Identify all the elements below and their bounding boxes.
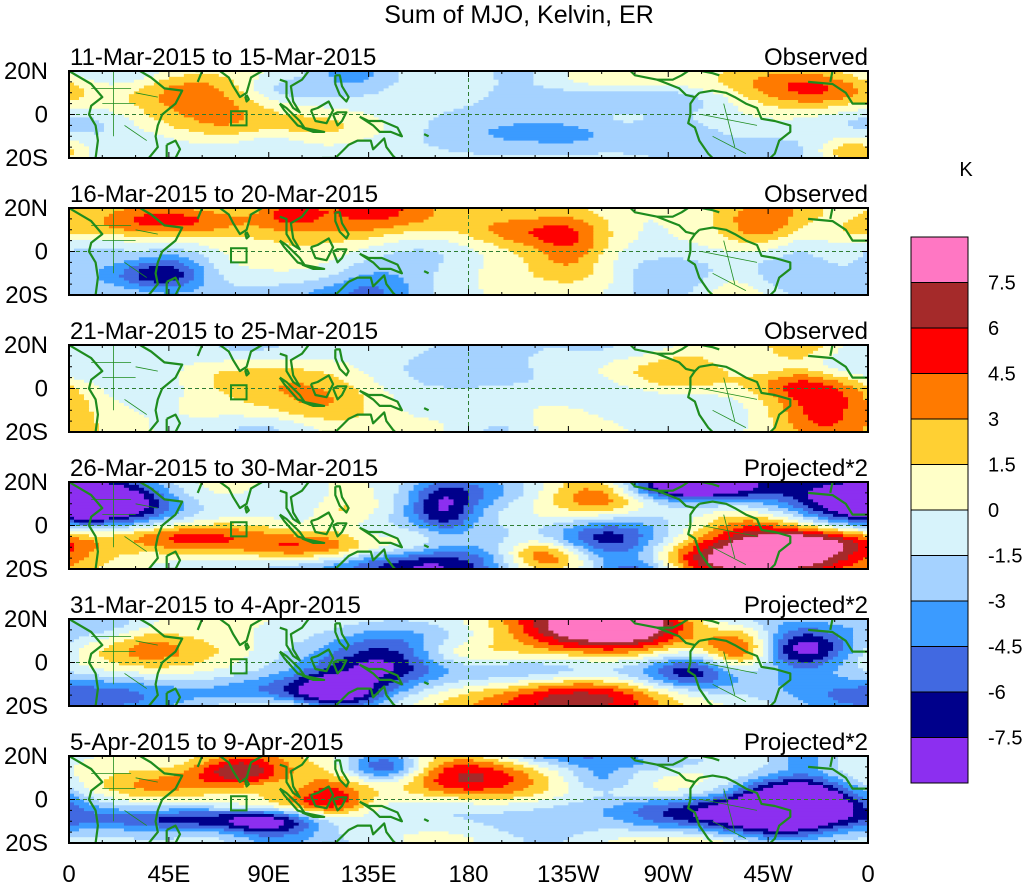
colorbar-label: 6: [988, 318, 999, 340]
x-axis: 0 45E 90E 135E 180 135W 90W 45W 0: [62, 861, 874, 888]
region-box: [230, 795, 248, 812]
region-box: [230, 658, 248, 675]
colorbar-label: 3: [988, 409, 999, 431]
y-tick-label: 20S: [5, 419, 48, 446]
panel-2: 20N 0 20S 16-Mar-2015 to 20-Mar-2015 Observe…: [4, 181, 869, 309]
y-tick-label: 20N: [4, 469, 48, 496]
panel-label: Observed: [764, 181, 868, 208]
chart-title: Sum of MJO, Kelvin, ER: [384, 1, 654, 29]
y-tick-label: 20N: [4, 58, 48, 85]
colorbar-label: -3: [988, 591, 1006, 613]
anomaly-field: [69, 71, 868, 158]
colorbar-swatch: [910, 509, 969, 556]
panel-period: 5-Apr-2015 to 9-Apr-2015: [70, 729, 344, 756]
coastlines: [69, 208, 868, 295]
y-tick-label: 20S: [5, 830, 48, 857]
x-tick-label: 90E: [247, 861, 290, 888]
panel-1: 20N 0 20S 11-Mar-2015 to 15-Mar-2015 Observe…: [4, 44, 869, 172]
colorbar-swatch: [910, 282, 969, 329]
panel-4: 20N 0 20S 26-Mar-2015 to 30-Mar-2015 Project…: [4, 455, 869, 583]
colorbar-label: 0: [988, 500, 999, 522]
anomaly-field: [69, 619, 868, 706]
y-tick-label: 20S: [5, 282, 48, 309]
panel-period: 31-Mar-2015 to 4-Apr-2015: [70, 592, 361, 619]
y-tick-label: 20S: [5, 693, 48, 720]
y-tick-label: 20N: [4, 332, 48, 359]
panel-label: Projected*2: [744, 729, 868, 756]
x-tick-label: 45W: [743, 861, 793, 888]
colorbar-label: 4.5: [988, 364, 1016, 386]
x-tick-label: 45E: [148, 861, 191, 888]
x-tick-label: 90W: [644, 861, 694, 888]
region-box: [230, 247, 248, 264]
colorbar-label: 7.5: [988, 273, 1016, 295]
colorbar-swatch: [910, 555, 969, 602]
panel-period: 26-Mar-2015 to 30-Mar-2015: [70, 455, 378, 482]
panel-3: 20N 0 20S 21-Mar-2015 to 25-Mar-2015 Observe…: [4, 318, 869, 446]
y-tick-label: 0: [35, 513, 48, 540]
x-tick-label: 135W: [537, 861, 600, 888]
colorbar-swatch: [910, 373, 969, 420]
x-tick-label: 135E: [341, 861, 397, 888]
colorbar: 7.5 6 4.5 3 1.5 0 -1.5 -3 -4.5 -6 -7.5: [910, 236, 1022, 784]
y-tick-label: 20S: [5, 556, 48, 583]
panel-period: 21-Mar-2015 to 25-Mar-2015: [70, 318, 378, 345]
y-tick-label: 0: [35, 102, 48, 129]
colorbar-swatch: [910, 236, 969, 283]
panel-period: 11-Mar-2015 to 15-Mar-2015: [70, 44, 376, 71]
panel-label: Observed: [764, 318, 868, 345]
x-tick-label: 180: [448, 861, 488, 888]
colorbar-label: -1.5: [988, 546, 1022, 568]
colorbar-label: -4.5: [988, 637, 1022, 659]
y-tick-label: 20N: [4, 606, 48, 633]
panel-label: Projected*2: [744, 455, 868, 482]
colorbar-label: -7.5: [988, 728, 1022, 750]
coastlines: [69, 619, 868, 706]
x-tick-label: 0: [62, 861, 75, 888]
colorbar-swatch: [910, 737, 969, 784]
panels: 20N 0 20S 11-Mar-2015 to 15-Mar-2015 Observe…: [4, 44, 869, 857]
region-box: [230, 110, 248, 127]
colorbar-swatch: [910, 691, 969, 738]
coastlines: [69, 756, 868, 843]
coastlines: [69, 482, 868, 569]
panel-label: Observed: [764, 44, 868, 71]
panel-6: 20N 0 20S 5-Apr-2015 to 9-Apr-2015 Projected…: [4, 729, 869, 857]
panel-period: 16-Mar-2015 to 20-Mar-2015: [70, 181, 378, 208]
region-box: [230, 384, 248, 401]
y-tick-label: 0: [35, 650, 48, 677]
y-tick-label: 0: [35, 239, 48, 266]
x-tick-label: 0: [861, 861, 874, 888]
colorbar-swatch: [910, 418, 969, 465]
y-tick-label: 20S: [5, 145, 48, 172]
colorbar-label: 1.5: [988, 455, 1016, 477]
colorbar-units-label: K: [959, 159, 973, 181]
colorbar-swatch: [910, 464, 969, 511]
colorbar-swatch: [910, 600, 969, 647]
y-tick-label: 20N: [4, 195, 48, 222]
y-tick-label: 20N: [4, 743, 48, 770]
panel-5: 20N 0 20S 31-Mar-2015 to 4-Apr-2015 Projecte…: [4, 592, 869, 720]
colorbar-swatch: [910, 327, 969, 374]
colorbar-label: -6: [988, 682, 1006, 704]
panel-label: Projected*2: [744, 592, 868, 619]
y-tick-label: 0: [35, 376, 48, 403]
region-box: [230, 521, 248, 538]
y-tick-label: 0: [35, 787, 48, 814]
colorbar-swatch: [910, 646, 969, 693]
